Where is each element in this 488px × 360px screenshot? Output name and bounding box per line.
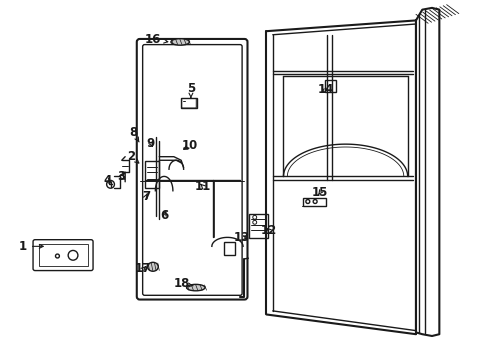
Text: 15: 15 [311,186,327,199]
Text: 17: 17 [135,262,151,275]
Bar [324,80,335,92]
Bar [181,98,196,108]
Bar [249,214,267,238]
Text: 8: 8 [129,126,139,142]
Bar [303,198,325,206]
Text: 9: 9 [146,137,155,150]
Ellipse shape [186,284,204,291]
Ellipse shape [147,262,158,271]
Text: 14: 14 [318,83,334,96]
Bar [144,161,159,188]
Text: 6: 6 [160,209,168,222]
Text: 4: 4 [103,174,111,186]
Text: 2: 2 [127,150,139,163]
Text: 11: 11 [195,180,211,193]
Bar [224,242,234,255]
Text: 1: 1 [19,240,43,253]
Text: 16: 16 [144,33,167,46]
Text: 13: 13 [233,231,250,244]
Bar [39,244,87,266]
Text: 3: 3 [118,170,125,183]
Text: 18: 18 [174,278,193,291]
Ellipse shape [171,39,189,45]
Text: 5: 5 [186,82,195,98]
Text: 10: 10 [182,139,198,152]
Text: 12: 12 [260,224,276,237]
Text: 7: 7 [142,190,150,203]
